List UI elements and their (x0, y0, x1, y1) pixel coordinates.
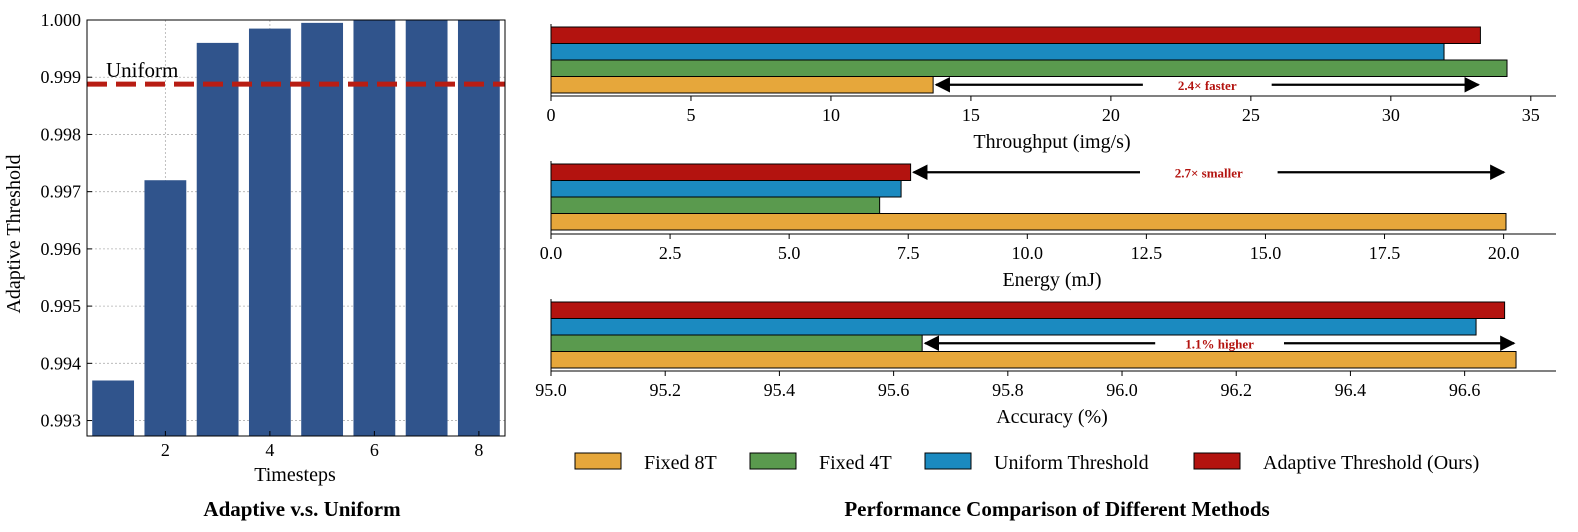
x-tick-label: 96.4 (1335, 380, 1367, 400)
bar-fixed4 (550, 334, 923, 352)
x-tick-label: 96.2 (1220, 380, 1252, 400)
x-tick-label: 95.6 (878, 380, 910, 400)
x-tick-label: 10 (822, 105, 840, 125)
left-axes-frame (86, 19, 506, 437)
threshold-bar-t4 (248, 28, 291, 436)
legend-label-fixed4: Fixed 4T (819, 452, 892, 474)
legend-swatch-fixed8 (574, 452, 622, 470)
bar-uniform (550, 318, 1477, 336)
threshold-bar-t5 (301, 22, 344, 436)
bar-uniform (550, 43, 1445, 61)
x-tick-label: 30 (1382, 105, 1400, 125)
bar-fixed8 (550, 76, 934, 94)
left-y-tick-label: 0.996 (41, 239, 82, 259)
legend-label-uniform: Uniform Threshold (994, 452, 1149, 474)
x-tick-label: 35 (1522, 105, 1540, 125)
x-tick-label: 0.0 (540, 243, 563, 263)
x-tick-label: 95.0 (535, 380, 567, 400)
x-tick-label: 25 (1242, 105, 1260, 125)
uniform-line-label: Uniform (106, 58, 178, 82)
energy-panel: 0.0 2.5 5.0 7.5 10.0 12.5 15.0 17.5 20.0 2.7× sma… (540, 161, 1556, 263)
left-y-tick-label: 0.993 (41, 411, 82, 431)
throughput-axis-label: Throughput (img/s) (973, 131, 1130, 153)
bar-fixed8 (550, 351, 1517, 369)
left-x-tick-label: 8 (474, 440, 483, 460)
bar-adaptive (550, 301, 1506, 319)
x-tick-label: 7.5 (897, 243, 920, 263)
legend-label-adaptive: Adaptive Threshold (Ours) (1263, 452, 1479, 474)
legend-label-fixed8: Fixed 8T (644, 452, 717, 474)
left-chart: Uniform 0.9930.9940.9950.9960.9970.9980.… (3, 10, 506, 521)
x-tick-label: 20.0 (1488, 243, 1520, 263)
x-tick-label: 10.0 (1012, 243, 1044, 263)
left-x-tick-label: 2 (161, 440, 170, 460)
x-tick-label: 12.5 (1131, 243, 1163, 263)
left-x-tick-label: 6 (370, 440, 379, 460)
left-y-tick-label: 0.994 (41, 353, 82, 373)
bar-fixed4 (550, 196, 881, 214)
threshold-bar-t2 (144, 180, 187, 436)
right-chart: 0 5 10 15 20 25 30 35 2.4× faster 0.0 2.5 5.0 7.5 10… (535, 24, 1556, 521)
left-y-tick-label: 0.998 (41, 124, 82, 144)
left-y-tick-label: 0.999 (41, 67, 82, 87)
legend: Fixed 8T Fixed 4T Uniform Threshold Adap… (574, 452, 1479, 474)
threshold-bar-t8 (457, 20, 500, 436)
left-bars (92, 20, 500, 437)
x-tick-label: 15 (962, 105, 980, 125)
legend-swatch-uniform (924, 452, 972, 470)
left-y-tick-label: 0.995 (41, 296, 82, 316)
left-caption: Adaptive v.s. Uniform (203, 497, 401, 521)
right-caption: Performance Comparison of Different Meth… (844, 497, 1269, 521)
annotation-label: 1.1% higher (1185, 336, 1254, 351)
bar-uniform (550, 180, 902, 198)
x-tick-label: 95.4 (764, 380, 796, 400)
bar-adaptive (550, 26, 1481, 44)
threshold-bar-t3 (196, 42, 239, 437)
x-tick-label: 96.0 (1106, 380, 1138, 400)
x-tick-label: 15.0 (1250, 243, 1282, 263)
left-y-tick-label: 0.997 (41, 182, 82, 202)
x-tick-label: 0 (547, 105, 556, 125)
annotation-label: 2.7× smaller (1175, 165, 1243, 180)
x-tick-label: 95.2 (649, 380, 681, 400)
bar-adaptive (550, 163, 912, 181)
left-x-axis-label: Timesteps (254, 464, 336, 486)
left-y-ticks: 0.993 0.994 0.995 0.996 0.997 0.998 0.999 1.000 (41, 10, 92, 431)
x-tick-label: 20 (1102, 105, 1120, 125)
x-tick-label: 17.5 (1369, 243, 1401, 263)
x-tick-label: 2.5 (659, 243, 682, 263)
bar-fixed8 (550, 213, 1507, 231)
annotation-label: 2.4× faster (1178, 78, 1237, 93)
accuracy-axis-label: Accuracy (%) (996, 406, 1108, 428)
left-y-tick-label: 1.000 (41, 10, 82, 30)
x-tick-label: 96.6 (1449, 380, 1481, 400)
threshold-bar-t6 (353, 20, 396, 436)
accuracy-panel: 95.0 95.2 95.4 95.6 95.8 96.0 96.2 96.4 96.6 1.1%… (535, 299, 1556, 400)
left-y-axis-label: Adaptive Threshold (3, 154, 25, 313)
x-tick-label: 5 (686, 105, 695, 125)
left-x-tick-label: 4 (265, 440, 274, 460)
throughput-panel: 0 5 10 15 20 25 30 35 2.4× faster (547, 24, 1556, 125)
left-x-ticks: 2 4 6 8 (161, 431, 483, 460)
bar-fixed4 (550, 59, 1508, 77)
x-tick-label: 5.0 (778, 243, 801, 263)
threshold-bar-t7 (405, 20, 448, 436)
legend-swatch-fixed4 (749, 452, 797, 470)
x-tick-label: 95.8 (992, 380, 1024, 400)
threshold-bar-t1 (92, 380, 135, 436)
energy-axis-label: Energy (mJ) (1002, 269, 1101, 291)
legend-swatch-adaptive (1193, 452, 1241, 470)
